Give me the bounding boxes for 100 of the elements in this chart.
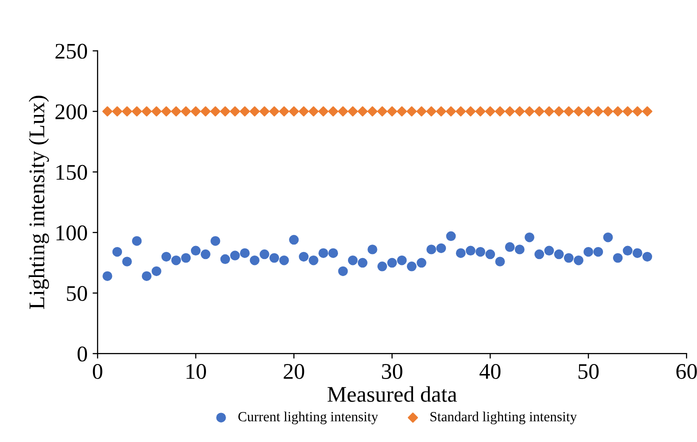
point (308, 255, 318, 266)
point (426, 244, 436, 254)
point (368, 244, 378, 254)
point (406, 262, 417, 272)
point (358, 258, 368, 268)
point (338, 106, 348, 116)
point (269, 253, 280, 263)
x-tick-label: 50 (578, 364, 599, 379)
point (132, 236, 142, 246)
legend-label: Standard lighting intensity (430, 412, 577, 424)
y-tick-label: 0 (78, 346, 88, 362)
point (514, 244, 525, 254)
point (112, 247, 122, 257)
point (554, 249, 564, 260)
point (466, 246, 476, 256)
point (122, 106, 132, 116)
point (504, 106, 515, 116)
point (583, 106, 594, 116)
point (574, 255, 584, 266)
point (573, 106, 584, 116)
point (544, 246, 554, 256)
point (289, 234, 299, 245)
point (367, 106, 378, 116)
point (171, 106, 182, 116)
point (622, 246, 633, 256)
point (348, 106, 358, 116)
point (230, 106, 240, 116)
point (348, 255, 358, 266)
point (436, 106, 446, 116)
point (112, 106, 122, 116)
point (308, 106, 319, 116)
x-tick-label: 0 (92, 364, 102, 379)
point (210, 236, 220, 246)
point (416, 258, 426, 268)
point (466, 106, 476, 116)
point (564, 106, 574, 116)
point (436, 243, 446, 254)
point (102, 106, 112, 116)
x-axis-title: Measured data (328, 386, 457, 402)
point (485, 106, 496, 116)
legend-label: Current lighting intensity (238, 412, 378, 424)
point (220, 106, 230, 116)
point (554, 106, 564, 116)
point (397, 255, 407, 266)
x-tick-label: 20 (284, 364, 304, 379)
point (318, 248, 328, 258)
point (279, 255, 289, 266)
point (180, 106, 192, 116)
point (298, 106, 309, 116)
y-tick-label: 250 (56, 44, 88, 59)
y-axis-title: Lighting intensity (Lux) (28, 96, 49, 309)
x-tick-label: 30 (382, 364, 402, 379)
y-tick-label: 100 (56, 225, 88, 240)
point (476, 247, 486, 257)
point (396, 106, 407, 116)
point (250, 255, 260, 266)
point (504, 242, 515, 252)
point (584, 247, 594, 257)
point (190, 246, 201, 256)
point (122, 256, 132, 266)
point (534, 106, 544, 116)
point (240, 248, 250, 258)
x-tick-label: 40 (480, 364, 500, 379)
point (161, 252, 172, 262)
point (338, 266, 348, 276)
point (622, 106, 633, 116)
point (632, 248, 642, 258)
point (544, 106, 554, 116)
point (534, 249, 544, 260)
point (593, 247, 604, 257)
point (485, 249, 496, 260)
point (132, 106, 142, 116)
y-tick-label: 200 (56, 104, 88, 120)
y-tick-label: 150 (56, 164, 88, 180)
point (240, 106, 250, 116)
point (288, 106, 299, 116)
point (642, 106, 652, 116)
point (142, 106, 152, 116)
point (298, 252, 309, 262)
point (446, 106, 456, 116)
point (318, 106, 328, 116)
point (200, 106, 211, 116)
point (406, 106, 417, 116)
point (142, 271, 152, 281)
point (377, 262, 388, 272)
point (494, 106, 506, 116)
point (181, 253, 191, 263)
y-tick-label: 50 (66, 286, 88, 301)
point (259, 106, 270, 116)
point (524, 232, 534, 242)
point (190, 106, 201, 116)
point (514, 106, 525, 116)
point (456, 248, 466, 258)
point (426, 106, 436, 116)
point (328, 106, 338, 116)
point (279, 106, 290, 116)
point (102, 271, 112, 281)
point (603, 232, 613, 242)
point (564, 253, 574, 263)
point (446, 231, 456, 241)
